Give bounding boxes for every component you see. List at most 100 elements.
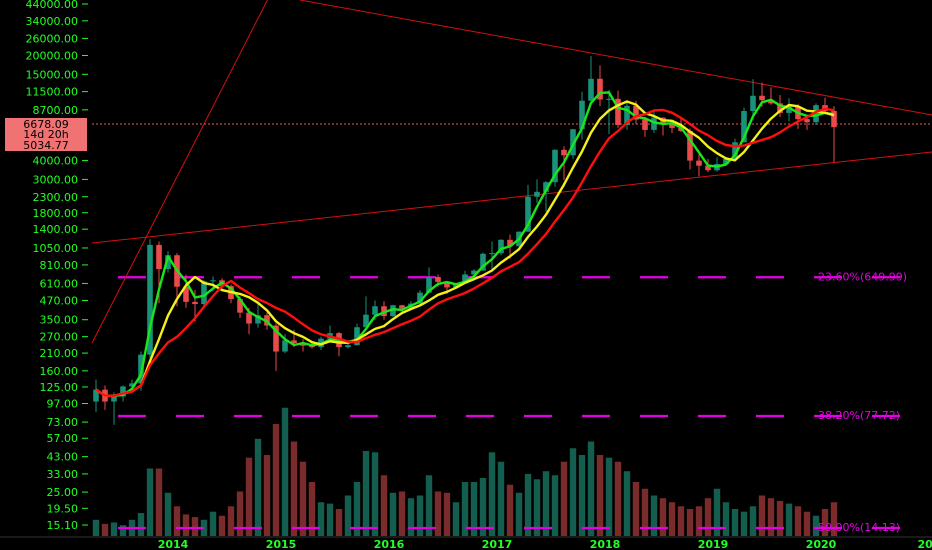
volume-bar (254, 438, 262, 536)
candle-body (804, 119, 810, 123)
volume-bar (506, 484, 514, 536)
volume-bar (614, 461, 622, 536)
candle-body (732, 142, 738, 159)
candle-body (435, 277, 441, 282)
volume-bar (299, 461, 307, 536)
candle-body (597, 78, 603, 100)
fib-level-label: 50.00%(14.13) (818, 521, 900, 534)
volume-bar (353, 482, 361, 536)
y-tick-label: 33.00 (47, 468, 79, 481)
volume-bar (425, 475, 433, 536)
volume-bar (668, 502, 676, 536)
candle-body (768, 100, 774, 104)
candle-body (345, 345, 351, 348)
volume-bar (326, 503, 334, 536)
y-tick-label: 470.00 (40, 294, 79, 307)
volume-bar (542, 471, 550, 536)
volume-bars (92, 407, 838, 536)
volume-bar (416, 495, 424, 536)
candle-body (444, 281, 450, 288)
volume-bar (191, 517, 199, 536)
volume-bar (830, 502, 838, 536)
y-tick-label: 1050.00 (33, 242, 79, 255)
volume-bar (479, 477, 487, 536)
candle-body (633, 105, 639, 120)
candle-body (282, 340, 288, 352)
candle-body (705, 165, 711, 171)
volume-bar (704, 498, 712, 536)
candle-body (399, 305, 405, 309)
y-tick-label: 1400.00 (33, 223, 79, 236)
volume-bar (398, 491, 406, 536)
candle-body (615, 98, 621, 125)
volume-bar (758, 495, 766, 536)
volume-bar (470, 482, 478, 536)
candle-body (723, 158, 729, 164)
y-axis-background (0, 0, 90, 550)
volume-bar (245, 457, 253, 536)
y-tick-label: 15000.00 (26, 68, 79, 81)
volume-bar (641, 488, 649, 536)
trendline (91, 0, 269, 344)
x-tick-label: 2020 (806, 538, 837, 550)
volume-bar (623, 471, 631, 536)
volume-bar (713, 488, 721, 536)
moving-averages (95, 91, 835, 398)
candle-body (759, 95, 765, 101)
candle-body (588, 78, 594, 101)
volume-bar (164, 492, 172, 536)
volume-bar (569, 448, 577, 536)
candle-body (831, 110, 837, 128)
y-tick-label: 270.00 (40, 331, 79, 344)
y-tick-label: 210.00 (40, 347, 79, 360)
volume-bar (407, 498, 415, 536)
price-tag (5, 118, 87, 130)
volume-bar (812, 515, 820, 536)
volume-bar (551, 475, 559, 536)
x-tick-label: 2017 (482, 538, 513, 550)
y-tick-label: 1800.00 (33, 207, 79, 220)
trendline (91, 151, 932, 244)
volume-bar (146, 468, 154, 536)
y-tick-label: 125.00 (40, 381, 79, 394)
candle-body (687, 130, 693, 161)
volume-bar (596, 455, 604, 536)
y-tick-label: 350.00 (40, 314, 79, 327)
candle-body (147, 244, 153, 355)
volume-bar (380, 475, 388, 536)
x-tick-label: 202 (918, 538, 932, 550)
candle-body (525, 196, 531, 232)
volume-bar (497, 461, 505, 536)
y-tick-label: 73.00 (47, 416, 79, 429)
candle-body (165, 255, 171, 270)
candle-body (480, 253, 486, 271)
candle-body (237, 299, 243, 313)
candle-body (363, 314, 369, 328)
candle-body (462, 274, 468, 284)
volume-bar (686, 509, 694, 536)
volume-bar (434, 491, 442, 536)
y-axis: 44000.00 34000.00 26000.00 20000.00 15000.00… (0, 0, 90, 550)
candle-body (246, 312, 252, 324)
volume-bar (452, 502, 460, 536)
candle-body (471, 270, 477, 275)
y-tick-label: 57.00 (47, 432, 79, 445)
volume-bar (344, 495, 352, 536)
volume-bar (695, 506, 703, 536)
candle-body (273, 325, 279, 352)
price-tag (5, 139, 87, 151)
volume-bar (227, 506, 235, 536)
volume-bar (524, 473, 532, 536)
volume-bar (263, 455, 271, 536)
candle-body (786, 106, 792, 113)
volume-bar (785, 503, 793, 536)
volume-bar (173, 506, 181, 536)
volume-bar (749, 506, 757, 536)
volume-bar (218, 515, 226, 536)
volume-bar (821, 509, 829, 536)
y-tick-label: 160.00 (40, 365, 79, 378)
volume-bar (371, 452, 379, 536)
volume-bar (137, 513, 145, 536)
volume-bar (155, 468, 163, 536)
volume-bar (578, 455, 586, 536)
